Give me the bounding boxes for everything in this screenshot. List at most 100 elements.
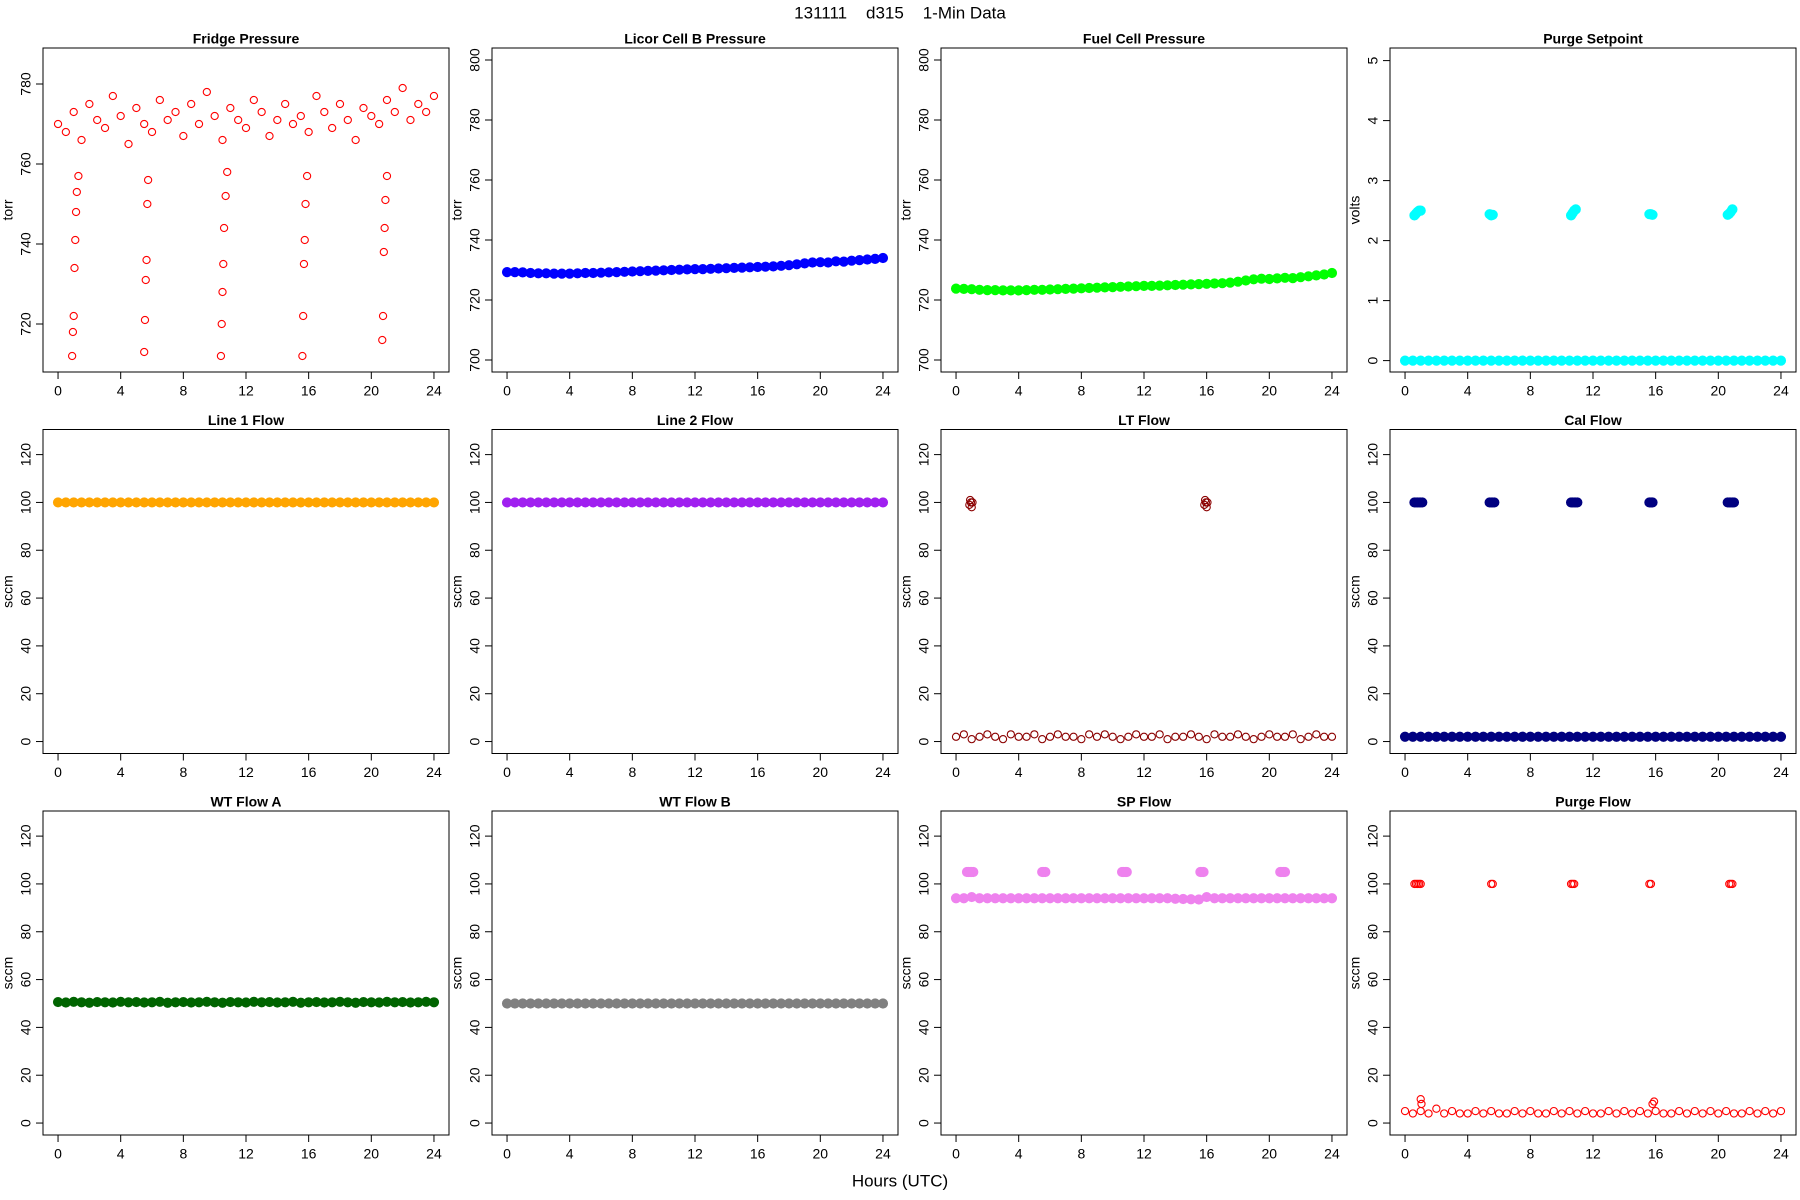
data-point [1304,732,1313,741]
y-tick-label: 40 [467,1019,483,1035]
data-point [1069,732,1078,741]
y-axis-label: sccm [449,957,465,990]
data-point [241,123,251,133]
data-point [1604,1106,1613,1116]
panel-title: Fridge Pressure [193,31,300,47]
y-tick-label: 0 [916,737,932,745]
y-tick-label: 20 [18,1067,34,1083]
data-point [288,119,298,129]
data-point [390,107,399,117]
data-point [1272,732,1282,741]
data-point [382,95,392,105]
panel: SP Flow sccm 0 20 40 60 80 100 120 0 4 8 12 16 20 24 [898,794,1348,1162]
data-point [1038,735,1047,744]
panel-frame [940,810,1348,1136]
data-point [374,119,384,129]
x-tick-label: 0 [503,383,511,399]
panel-frame [1389,47,1797,373]
x-tick-label: 20 [364,383,380,399]
x-tick-label: 8 [628,383,636,399]
data-point [299,311,308,321]
y-tick-label: 80 [18,542,34,558]
y-tick-label: 80 [1365,924,1381,940]
panel-title: LT Flow [1118,412,1170,428]
y-tick-label: 60 [18,590,34,606]
panel: Fridge Pressure torr 720 740 760 780 0 4 8 12 16 20… [0,31,450,399]
y-tick-label: 0 [18,737,34,745]
x-tick-label: 24 [1324,764,1340,780]
data-point [1727,204,1738,215]
data-point [69,107,78,117]
data-point [1572,497,1583,508]
data-point [1768,1109,1778,1118]
data-point [1198,866,1209,878]
x-tick-label: 0 [503,1146,511,1162]
x-tick-label: 16 [1199,764,1215,780]
data-point [1326,267,1338,279]
data-point [179,131,188,141]
x-tick-label: 16 [1648,383,1664,399]
data-point [1280,732,1290,741]
x-tick-label: 4 [566,1146,574,1162]
x-tick-label: 4 [1464,1146,1472,1162]
x-tick-label: 12 [238,383,254,399]
y-tick-label: 80 [18,924,34,940]
data-point [1729,1109,1739,1118]
data-point [1570,879,1579,889]
data-point [273,115,282,125]
data-point [116,111,125,121]
data-point [1218,732,1227,741]
data-point [132,103,141,113]
x-tick-label: 4 [566,383,574,399]
x-tick-label: 16 [750,764,766,780]
x-axis-label: Hours (UTC) [852,1171,948,1190]
y-tick-label: 20 [916,1067,932,1083]
data-point [216,351,226,361]
data-point [429,91,439,101]
data-point [143,199,152,209]
panel-frame [1389,810,1797,1136]
x-tick-label: 8 [628,1146,636,1162]
data-point [1581,1106,1590,1116]
data-point [1534,1109,1543,1118]
data-point [219,223,229,233]
data-point [1265,730,1274,739]
data-point [67,351,77,361]
x-tick-label: 20 [1711,1146,1727,1162]
panel-frame [940,429,1348,754]
data-point [877,252,889,264]
data-point [1432,1104,1441,1113]
data-point [1132,730,1141,739]
data-point [379,247,388,257]
x-tick-label: 20 [1262,1146,1278,1162]
y-tick-label: 100 [916,491,932,515]
data-point [1440,1109,1449,1118]
data-point [234,115,243,125]
y-tick-label: 0 [18,1119,34,1127]
data-point [223,167,232,177]
data-point [428,997,440,1008]
data-point [1061,732,1070,741]
data-point [1502,1109,1512,1118]
data-point [343,115,352,125]
y-tick-label: 60 [916,972,932,988]
panel-frame [42,47,450,373]
x-tick-label: 12 [1585,764,1601,780]
panel: Line 1 Flow sccm 0 20 40 60 80 100 120 0 4 8 12 16 20 2… [0,412,450,780]
data-point [1628,1109,1637,1118]
y-tick-label: 40 [467,638,483,654]
data-point [304,127,313,137]
x-tick-label: 0 [952,383,960,399]
x-tick-label: 0 [1401,1146,1409,1162]
x-tick-label: 8 [1077,764,1085,780]
y-tick-label: 60 [18,972,34,988]
data-point [1646,879,1656,889]
x-tick-label: 16 [1648,1146,1664,1162]
x-tick-label: 24 [875,1146,891,1162]
x-tick-label: 16 [301,1146,317,1162]
data-point [1557,1109,1566,1118]
data-point [210,111,219,121]
data-point [1006,730,1016,739]
data-point [155,95,165,105]
x-tick-label: 8 [1526,764,1534,780]
